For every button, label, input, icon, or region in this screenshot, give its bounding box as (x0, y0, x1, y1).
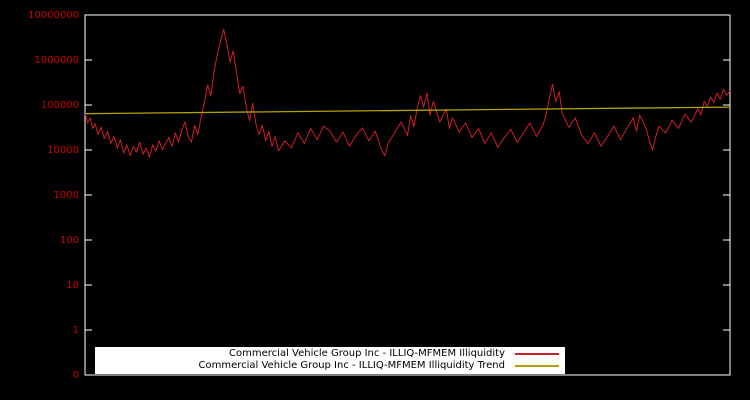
y-tick-label: 10000000 (28, 10, 79, 21)
series-line-0 (84, 28, 731, 158)
legend-label: Commercial Vehicle Group Inc - ILLIQ-MFM… (198, 360, 506, 371)
y-tick-label: 10000 (47, 145, 79, 156)
y-tick-label: 100000 (41, 100, 79, 111)
y-tick-label: 100 (60, 235, 79, 246)
y-tick-label: 1000 (54, 190, 79, 201)
y-tick-label: 1 (73, 325, 79, 336)
plot-border (84, 14, 731, 376)
legend-line-sample-trend (515, 365, 559, 367)
y-tick-label: 1000000 (34, 55, 79, 66)
legend-label: Commercial Vehicle Group Inc - ILLIQ-MFM… (229, 348, 505, 359)
legend-item: Commercial Vehicle Group Inc - ILLIQ-MFM… (101, 360, 559, 372)
legend-line-sample-illiquidity (515, 353, 559, 355)
legend-item: Commercial Vehicle Group Inc - ILLIQ-MFM… (101, 348, 559, 360)
legend: Commercial Vehicle Group Inc - ILLIQ-MFM… (95, 347, 565, 374)
y-tick-label: 10 (66, 280, 79, 291)
y-tick-label: 0 (73, 370, 79, 381)
series-line-1 (84, 106, 731, 115)
